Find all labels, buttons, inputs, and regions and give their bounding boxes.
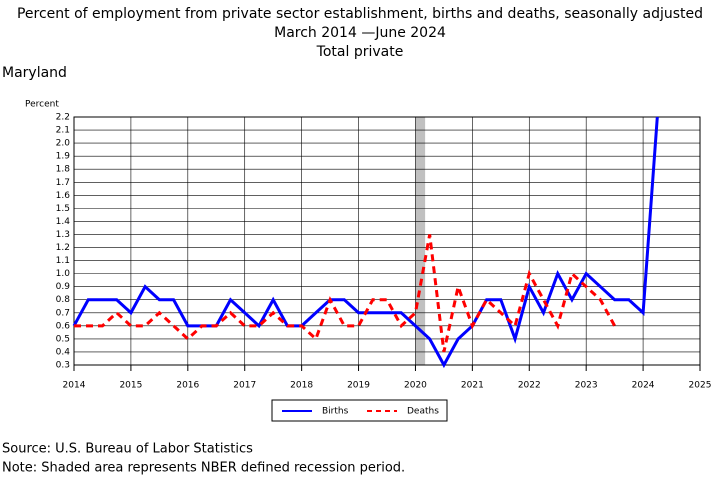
y-tick-label: 0.6 [56, 321, 71, 331]
y-tick-label: 0.9 [56, 282, 71, 292]
y-tick-label: 1.3 [56, 230, 70, 240]
y-tick-label: 0.7 [56, 308, 70, 318]
x-tick-label: 2024 [632, 381, 655, 391]
x-tick-label: 2022 [518, 381, 541, 391]
y-tick-label: 0.3 [56, 361, 70, 371]
x-tick-label: 2023 [575, 381, 598, 391]
recession-band [415, 117, 426, 365]
y-tick-label: 1.8 [56, 165, 71, 175]
x-tick-label: 2016 [176, 381, 199, 391]
x-tick-label: 2021 [461, 381, 484, 391]
y-tick-label: 2.2 [56, 113, 70, 123]
y-tick-label: 0.5 [56, 334, 70, 344]
y-tick-label: 1.7 [56, 178, 70, 188]
y-tick-label: 1.6 [56, 191, 71, 201]
x-tick-label: 2019 [347, 381, 370, 391]
x-tick-label: 2014 [63, 381, 86, 391]
chart-subtitle: March 2014 —June 2024 [274, 25, 446, 41]
note: Note: Shaded area represents NBER define… [2, 461, 405, 476]
legend-label: Births [322, 407, 349, 417]
x-tick-label: 2017 [233, 381, 256, 391]
y-tick-label: 2.0 [56, 139, 71, 149]
y-tick-label: 2.1 [56, 126, 70, 136]
y-tick-label: 1.2 [56, 243, 70, 253]
y-tick-label: 1.4 [56, 217, 71, 227]
plot-frame [73, 116, 701, 366]
y-tick-label: 1.5 [56, 204, 70, 214]
y-axis-label: Percent [25, 100, 59, 110]
y-tick-label: 1.1 [56, 256, 70, 266]
source: Source: U.S. Bureau of Labor Statistics [2, 442, 253, 457]
x-tick-label: 2015 [119, 381, 142, 391]
chart-title: Percent of employment from private secto… [17, 6, 703, 22]
x-tick-label: 2020 [404, 381, 427, 391]
legend-box [271, 399, 448, 422]
legend-label: Deaths [407, 407, 439, 417]
x-tick-label: 2025 [689, 381, 712, 391]
line-series [72, 116, 659, 369]
x-tick-label: 2018 [290, 381, 313, 391]
y-tick-label: 1.9 [56, 152, 71, 162]
y-tick-label: 1.0 [56, 269, 71, 279]
chart-subtitle: Total private [316, 44, 404, 60]
y-tick-label: 0.8 [56, 295, 71, 305]
region-label: Maryland [2, 65, 67, 81]
y-tick-label: 0.4 [56, 347, 71, 357]
